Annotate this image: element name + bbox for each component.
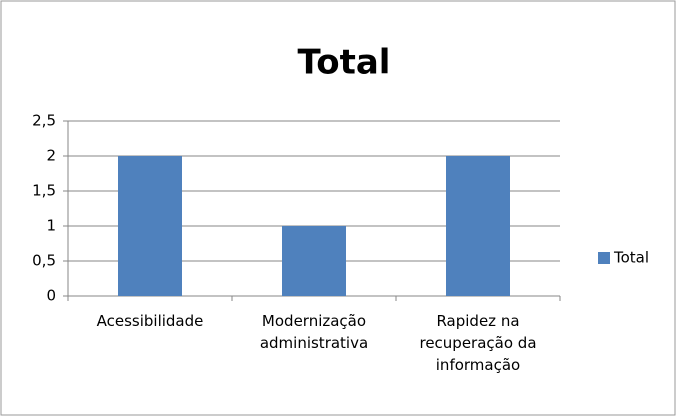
x-tick-label: Acessibilidade — [96, 312, 204, 330]
bar — [282, 226, 346, 296]
legend-label: Total — [613, 249, 649, 267]
y-tick-label: 1,5 — [32, 182, 56, 200]
chart-title: Total — [298, 43, 391, 83]
bar — [118, 156, 182, 296]
legend-swatch — [598, 252, 610, 264]
y-tick-label: 0,5 — [32, 252, 56, 270]
y-tick-label: 0 — [46, 287, 56, 305]
y-tick-label: 2 — [46, 147, 56, 165]
x-tick-label-box: Rapidez na recuperação da informação — [419, 312, 537, 374]
y-tick-label: 1 — [46, 217, 56, 235]
x-tick-label-box: Acessibilidade — [96, 312, 204, 330]
y-tick-label: 2,5 — [32, 112, 56, 130]
x-tick-label: Rapidez na recuperação da informação — [419, 312, 537, 374]
bar — [446, 156, 510, 296]
x-tick-label-box: Modernização administrativa — [259, 312, 369, 352]
x-tick-label: Modernização administrativa — [259, 312, 369, 352]
